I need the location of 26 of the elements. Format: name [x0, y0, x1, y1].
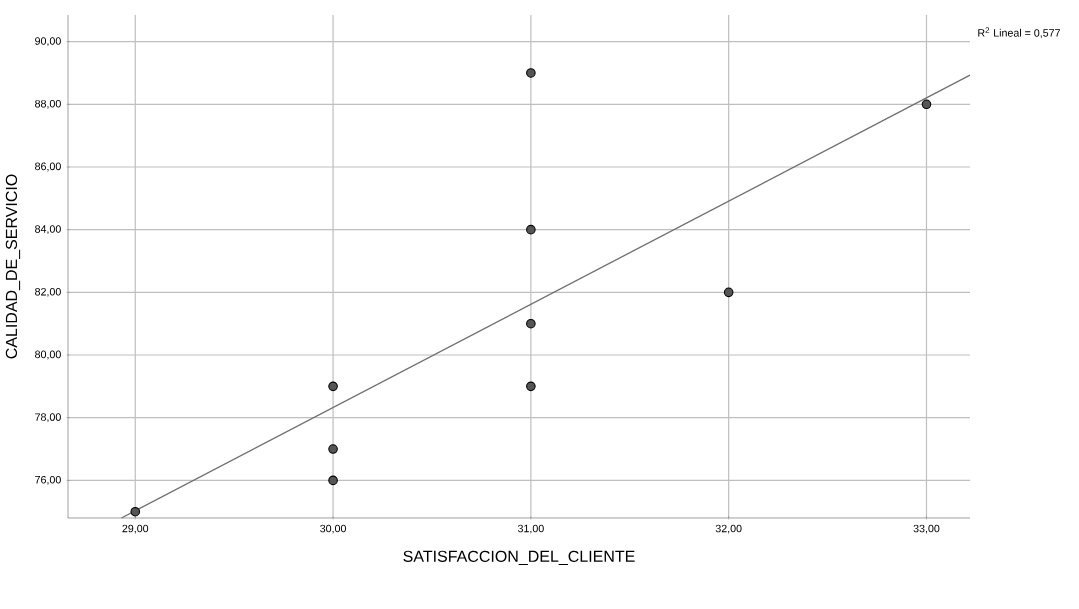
text: R$^{2}$ Lineal = 0,577 [978, 27, 1060, 38]
x-tick-label: 33,00 [913, 524, 940, 534]
point [526, 224, 536, 235]
point [328, 381, 338, 392]
point [526, 381, 536, 392]
point [526, 68, 536, 78]
point [526, 318, 536, 329]
x-tick-label: 29,00 [122, 524, 149, 534]
y-tick-label: 82,00 [35, 287, 61, 297]
point [921, 99, 932, 110]
point [723, 287, 734, 298]
point [328, 444, 338, 454]
y-tick-label: 86,00 [35, 162, 61, 172]
y-axis-title: CALIDAD_DE_SERVICIO [5, 174, 21, 359]
x-tick-label: 30,00 [320, 524, 346, 534]
x-tick-label: 31,00 [517, 524, 544, 534]
y-tick-label: 88,00 [35, 99, 61, 109]
y-tick-label: 84,00 [35, 225, 61, 235]
x-axis-title: SATISFACCION_DEL_CLIENTE [403, 550, 635, 566]
x-tick-label: 32,00 [715, 524, 742, 534]
y-tick-label: 78,00 [35, 413, 61, 423]
point [328, 475, 338, 486]
y-tick-label: 80,00 [35, 350, 61, 360]
y-tick-label: 90,00 [35, 37, 61, 47]
point [130, 506, 141, 517]
y-tick-label: 76,00 [35, 475, 61, 485]
